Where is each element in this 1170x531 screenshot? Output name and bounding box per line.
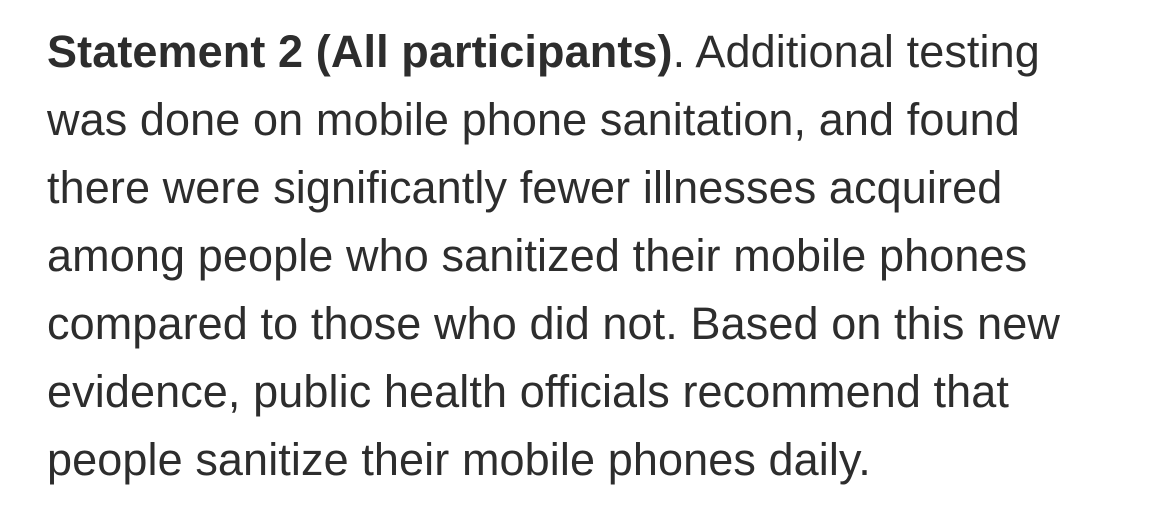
- statement-first-line: Statement 2 (All participants). Addition…: [47, 18, 1147, 86]
- statement-line: was done on mobile phone sanitation, and…: [47, 94, 1020, 145]
- statement-line: there were significantly fewer illnesses…: [47, 162, 1003, 213]
- statement-heading-suffix: . Additional testing: [672, 26, 1040, 77]
- statement-heading: Statement 2 (All participants): [47, 26, 673, 77]
- statement-line: people sanitize their mobile phones dail…: [47, 434, 871, 485]
- statement-line: compared to those who did not. Based on …: [47, 298, 1060, 349]
- statement-line: evidence, public health officials recomm…: [47, 366, 1010, 417]
- statement-paragraph: Statement 2 (All participants). Addition…: [47, 18, 1147, 494]
- statement-line: among people who sanitized their mobile …: [47, 230, 1028, 281]
